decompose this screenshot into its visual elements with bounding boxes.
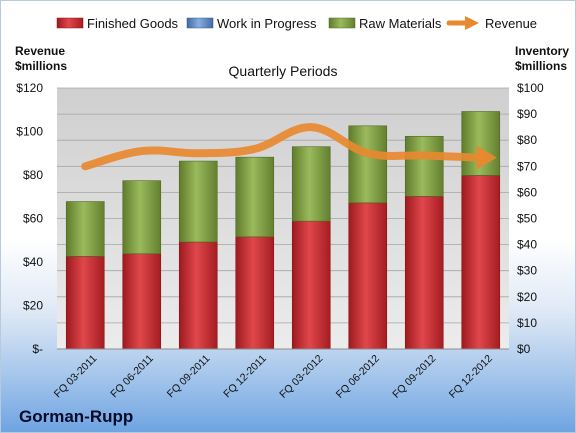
- bar-finished-goods: [65, 256, 105, 350]
- right-axis-title-line2: $millions: [515, 59, 567, 73]
- x-tick-label: FQ 09-2012: [390, 353, 438, 401]
- bar-finished-goods: [178, 241, 218, 350]
- legend-label-revenue: Revenue: [485, 16, 537, 31]
- right-tick-label: $20: [517, 290, 537, 304]
- bar-finished-goods: [348, 202, 388, 350]
- left-tick-label: $60: [23, 212, 43, 226]
- revenue-arrowhead: [476, 145, 497, 170]
- left-axis-title-line2: $millions: [15, 59, 67, 73]
- left-tick-label: $100: [16, 125, 43, 139]
- x-tick-label: FQ 06-2011: [108, 353, 156, 401]
- left-axis-title-line1: Revenue: [15, 44, 65, 58]
- right-tick-label: $10: [517, 316, 537, 330]
- chart-subtitle: Quarterly Periods: [229, 63, 338, 79]
- right-tick-label: $0: [517, 342, 531, 356]
- legend-label-finished-goods: Finished Goods: [87, 16, 179, 31]
- x-tick-label: FQ 12-2012: [447, 353, 495, 401]
- legend-item-raw-materials: Raw Materials: [328, 16, 442, 31]
- company-name: Gorman-Rupp: [19, 407, 133, 426]
- bar-raw-materials: [291, 146, 331, 222]
- bar-raw-materials: [235, 156, 275, 238]
- x-tick-label: FQ 12-2011: [221, 353, 269, 401]
- revenue-line: [81, 123, 485, 171]
- bar-raw-materials: [65, 201, 105, 257]
- right-tick-label: $80: [517, 133, 537, 147]
- bar-raw-materials: [348, 125, 388, 204]
- right-tick-label: $60: [517, 185, 537, 199]
- legend-label-work-in-progress: Work in Progress: [217, 16, 317, 31]
- x-tick-label: FQ 09-2011: [165, 353, 213, 401]
- bar-finished-goods: [404, 196, 444, 350]
- legend-item-revenue: Revenue: [446, 16, 537, 31]
- legend-item-work-in-progress: Work in Progress: [186, 16, 317, 31]
- x-tick-label: FQ 03-2011: [52, 353, 100, 401]
- bars: [65, 111, 501, 350]
- right-tick-label: $40: [517, 238, 537, 252]
- right-tick-label: $90: [517, 107, 537, 121]
- left-axis-ticks: $- $20 $40 $60 $80 $100 $120: [16, 81, 43, 356]
- legend: Finished Goods Work in Progress Raw Mate…: [56, 16, 537, 31]
- revenue-series: [81, 123, 497, 171]
- right-tick-label: $30: [517, 264, 537, 278]
- left-tick-label: $-: [32, 342, 43, 356]
- right-axis-ticks: $0 $10 $20 $30 $40 $50 $60 $70 $80 $90 $100: [517, 81, 544, 356]
- x-tick-label: FQ 06-2012: [334, 353, 382, 401]
- bar-raw-materials: [178, 160, 218, 243]
- left-tick-label: $120: [16, 81, 43, 95]
- bar-finished-goods: [291, 220, 331, 350]
- bar-raw-materials: [404, 135, 444, 197]
- bar-finished-goods: [122, 253, 162, 350]
- left-tick-label: $20: [23, 299, 43, 313]
- legend-label-raw-materials: Raw Materials: [359, 16, 442, 31]
- right-axis-title-line1: Inventory: [515, 44, 569, 58]
- left-tick-label: $40: [23, 255, 43, 269]
- bar-finished-goods: [235, 236, 275, 350]
- legend-item-finished-goods: Finished Goods: [56, 16, 179, 31]
- bar-raw-materials: [122, 180, 162, 255]
- right-tick-label: $50: [517, 212, 537, 226]
- bar-finished-goods: [461, 175, 501, 350]
- right-tick-label: $100: [517, 81, 544, 95]
- x-axis-ticks: FQ 03-2011 FQ 06-2011 FQ 09-2011 FQ 12-2011…: [52, 353, 495, 401]
- right-tick-label: $70: [517, 159, 537, 173]
- x-tick-label: FQ 03-2012: [277, 353, 325, 401]
- left-tick-label: $80: [23, 168, 43, 182]
